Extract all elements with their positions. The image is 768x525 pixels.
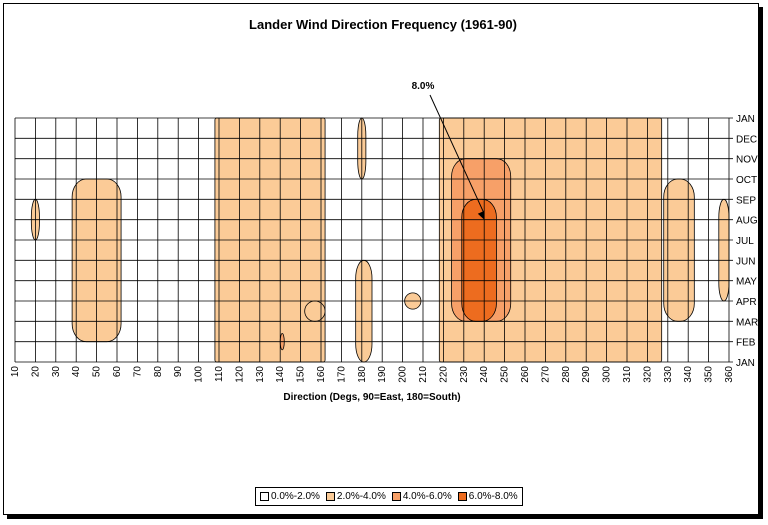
- x-tick-label: 130: [255, 366, 266, 383]
- grid: [14, 117, 733, 363]
- legend-swatch: [260, 492, 269, 501]
- legend-label: 4.0%-6.0%: [402, 491, 452, 502]
- frame-shadow: [7, 515, 763, 519]
- legend-item: 6.0%-8.0%: [457, 491, 518, 502]
- y-tick-label: APR: [736, 297, 757, 308]
- legend: 0.0%-2.0% 2.0%-4.0% 4.0%-6.0% 6.0%-8.0%: [255, 487, 523, 506]
- legend-label: 6.0%-8.0%: [468, 491, 518, 502]
- y-tick-labels: JAN FEB MAR APR MAY JUN JUL AUG SEP OCT NOV DEC JAN: [736, 114, 758, 369]
- x-tick-label: 220: [438, 366, 449, 383]
- legend-swatch: [325, 492, 335, 501]
- y-tick-label: SEP: [736, 195, 756, 206]
- y-tick-label: JUL: [736, 236, 754, 247]
- x-tick-label: 240: [479, 366, 490, 383]
- y-tick-label: OCT: [736, 175, 757, 186]
- x-tick-label: 40: [71, 366, 82, 378]
- contour-region: [718, 198, 730, 302]
- x-tick-label: 250: [500, 366, 511, 383]
- x-tick-label: 210: [418, 366, 429, 383]
- x-tick-label: 310: [622, 366, 633, 383]
- annotation: 8.0%: [412, 81, 485, 220]
- annotation-arrow: [429, 94, 485, 214]
- legend-item: 0.0%-2.0%: [260, 491, 320, 502]
- chart-title: Lander Wind Direction Frequency (1961-90…: [249, 17, 517, 32]
- x-tick-label: 150: [296, 366, 307, 383]
- x-tick-label: 50: [92, 366, 103, 378]
- x-tick-label: 30: [51, 366, 62, 378]
- frame-shadow: [759, 7, 763, 519]
- x-tick-label: 160: [316, 366, 327, 383]
- x-tick-label: 170: [336, 366, 347, 383]
- x-tick-label: 10: [10, 366, 21, 378]
- x-tick-label: 20: [30, 366, 41, 378]
- y-tick-label: DEC: [736, 134, 757, 145]
- frame-border: [3, 3, 759, 515]
- x-tick-label: 290: [581, 366, 592, 383]
- annotation-arrowhead: [477, 210, 485, 220]
- x-tick-label: 80: [153, 366, 164, 378]
- x-tick-label: 230: [459, 366, 470, 383]
- legend-item: 2.0%-4.0%: [325, 491, 386, 502]
- legend-item: 4.0%-6.0%: [391, 491, 452, 502]
- x-tick-label: 110: [214, 366, 225, 382]
- legend-label: 2.0%-4.0%: [336, 491, 386, 502]
- x-tick-label: 320: [642, 366, 653, 383]
- x-tick-labels: 10 20 30 40 50 60 70 80 90 100 110 120 130 140 150 160 1…: [10, 366, 735, 383]
- y-tick-label: MAY: [736, 277, 757, 288]
- x-tick-label: 360: [724, 366, 735, 383]
- x-tick-label: 100: [194, 366, 205, 383]
- x-tick-label: 60: [112, 366, 123, 378]
- y-tick-label: JAN: [736, 358, 755, 369]
- y-tick-label: AUG: [736, 216, 758, 227]
- x-tick-label: 340: [683, 366, 694, 383]
- x-tick-label: 70: [132, 366, 143, 378]
- x-tick-label: 90: [173, 366, 184, 378]
- x-tick-label: 180: [357, 366, 368, 383]
- x-tick-label: 280: [561, 366, 572, 383]
- legend-label: 0.0%-2.0%: [271, 491, 320, 502]
- y-tick-label: MAR: [736, 317, 758, 328]
- x-tick-label: 330: [663, 366, 674, 383]
- y-tick-label: JUN: [736, 256, 755, 267]
- x-tick-label: 120: [234, 366, 245, 383]
- legend-swatch: [391, 492, 401, 501]
- x-tick-label: 190: [377, 366, 388, 383]
- x-tick-label: 300: [602, 366, 613, 383]
- y-tick-label: JAN: [736, 114, 755, 125]
- annotation-label: 8.0%: [412, 81, 435, 92]
- y-tick-label: NOV: [736, 155, 758, 166]
- x-tick-label: 140: [275, 366, 286, 383]
- contour-region: [663, 178, 695, 322]
- x-tick-label: 200: [398, 366, 409, 383]
- legend-swatch: [457, 492, 467, 501]
- y-tick-label: FEB: [736, 338, 756, 349]
- x-axis-label: Direction (Degs, 90=East, 180=South): [283, 392, 460, 403]
- x-tick-label: 350: [704, 366, 715, 383]
- contour-region: [304, 300, 326, 322]
- x-tick-label: 270: [540, 366, 551, 383]
- contour-region: [355, 259, 373, 363]
- x-tick-label: 260: [520, 366, 531, 383]
